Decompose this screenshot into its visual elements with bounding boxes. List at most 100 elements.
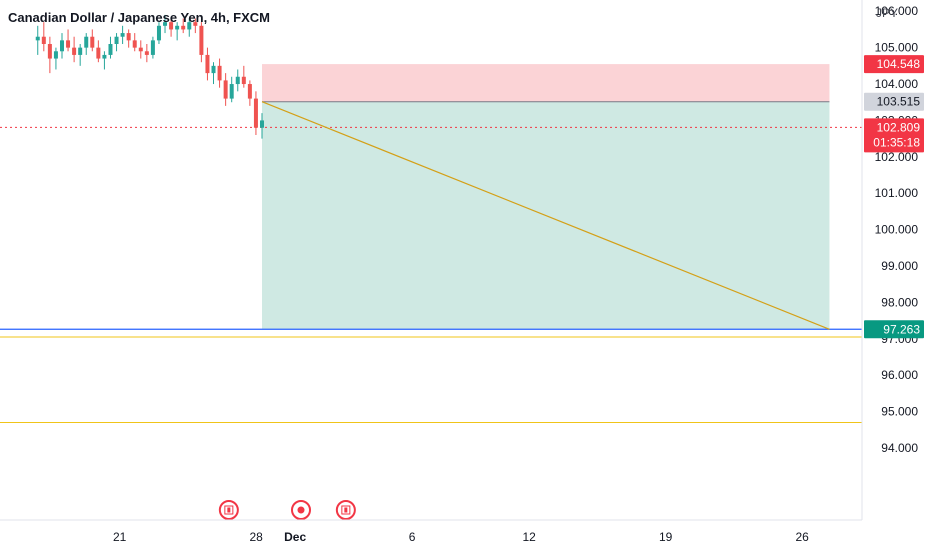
candle-body xyxy=(53,51,58,59)
stop-price-badge-bg xyxy=(864,55,924,74)
trend-overlay xyxy=(261,101,830,330)
candle xyxy=(144,44,149,63)
candle xyxy=(187,18,192,37)
candle-body xyxy=(193,22,198,26)
candle-body xyxy=(260,120,264,128)
candle xyxy=(217,58,222,88)
candle-body xyxy=(41,36,46,44)
candle xyxy=(90,29,95,52)
time-tick-label: 26 xyxy=(795,530,809,544)
candle-body xyxy=(78,47,83,55)
candle-body xyxy=(229,84,234,99)
price-tick-label: 100.000 xyxy=(875,223,919,237)
candle-series xyxy=(35,14,264,139)
candle xyxy=(126,29,131,48)
candle xyxy=(72,36,77,63)
candle xyxy=(35,25,40,55)
stop-loss-zone xyxy=(262,64,830,102)
stop-price-badge: 104.548 xyxy=(864,55,924,74)
candle-body xyxy=(169,22,174,30)
candle xyxy=(96,40,101,63)
candle xyxy=(150,36,155,59)
candle xyxy=(175,22,180,41)
countdown-text: 01:35:18 xyxy=(873,135,920,149)
candle-body xyxy=(150,40,155,55)
canada-flag-icon xyxy=(335,500,356,520)
time-tick-label: 19 xyxy=(659,530,673,544)
candle-body xyxy=(163,22,168,26)
candle-body xyxy=(187,22,192,30)
candle-body xyxy=(175,25,180,30)
target-price-badge: 97.263 xyxy=(864,320,924,339)
time-tick-label: 12 xyxy=(522,530,536,544)
candle-body xyxy=(120,33,125,37)
time-tick-label: Dec xyxy=(284,530,306,544)
price-tick-label: 101.000 xyxy=(875,186,919,200)
candle-body xyxy=(59,40,64,52)
price-tick-label: 105.000 xyxy=(875,41,919,55)
candle-body xyxy=(96,47,101,59)
current-price-badge-bg xyxy=(864,118,924,153)
candle-body xyxy=(108,44,113,55)
candle xyxy=(169,18,174,37)
candle-body xyxy=(205,54,210,74)
horizontal-lines xyxy=(0,126,862,424)
candle-body xyxy=(66,40,71,48)
candle xyxy=(59,33,64,59)
price-tick-label: 102.000 xyxy=(875,150,919,164)
entry-price-badge: 103.515 xyxy=(864,92,924,111)
stop-price-badge-text: 104.548 xyxy=(877,57,921,71)
flag-leaf xyxy=(344,507,348,513)
position-zones xyxy=(262,64,830,330)
time-axis[interactable]: 21 28 Dec 6 12 19 26 xyxy=(113,530,809,544)
candle xyxy=(199,22,204,63)
candle-body xyxy=(247,84,252,99)
candle xyxy=(253,91,258,135)
price-axis[interactable]: 94.00095.00096.00097.00098.00099.000100.… xyxy=(875,0,919,455)
entry-price-badge-bg xyxy=(864,92,924,111)
event-dot-icon xyxy=(291,500,311,520)
candle xyxy=(108,36,113,59)
candle-body xyxy=(114,36,119,44)
candle xyxy=(193,18,198,34)
candle-body xyxy=(35,36,40,41)
target-price-badge-text: 97.263 xyxy=(883,322,920,336)
candle xyxy=(211,62,216,85)
candle-body xyxy=(90,36,95,48)
candle-body xyxy=(144,51,149,55)
candle-body xyxy=(132,40,137,48)
candle xyxy=(247,80,252,106)
candle xyxy=(205,47,210,81)
candle-body xyxy=(156,25,161,41)
candle xyxy=(66,29,71,52)
candle xyxy=(102,51,107,70)
candle xyxy=(41,22,46,52)
candle-body xyxy=(84,36,89,48)
candle xyxy=(260,113,264,139)
price-tick-label: 96.000 xyxy=(881,368,918,382)
candle-body xyxy=(47,44,52,59)
entry-price-badge-text: 103.515 xyxy=(877,95,921,109)
candle xyxy=(53,47,58,70)
candle xyxy=(47,36,52,74)
trend-line xyxy=(261,101,830,330)
candle-body xyxy=(102,54,107,59)
candle xyxy=(181,18,186,34)
currency-label: JPY xyxy=(876,6,899,20)
candle-body xyxy=(217,65,222,81)
candle-body xyxy=(181,25,186,30)
flag-leaf xyxy=(227,507,231,513)
candle xyxy=(132,33,137,52)
candle-body xyxy=(199,25,204,55)
price-tick-label: 104.000 xyxy=(875,77,919,91)
candle-body xyxy=(241,76,246,85)
candle xyxy=(78,44,83,66)
candle xyxy=(84,33,89,55)
time-tick-label: 6 xyxy=(409,530,416,544)
candle xyxy=(235,69,240,92)
symbol-title: Canadian Dollar / Japanese Yen, 4h, FXCM xyxy=(8,10,271,25)
candle xyxy=(156,22,161,44)
candle xyxy=(229,76,234,103)
